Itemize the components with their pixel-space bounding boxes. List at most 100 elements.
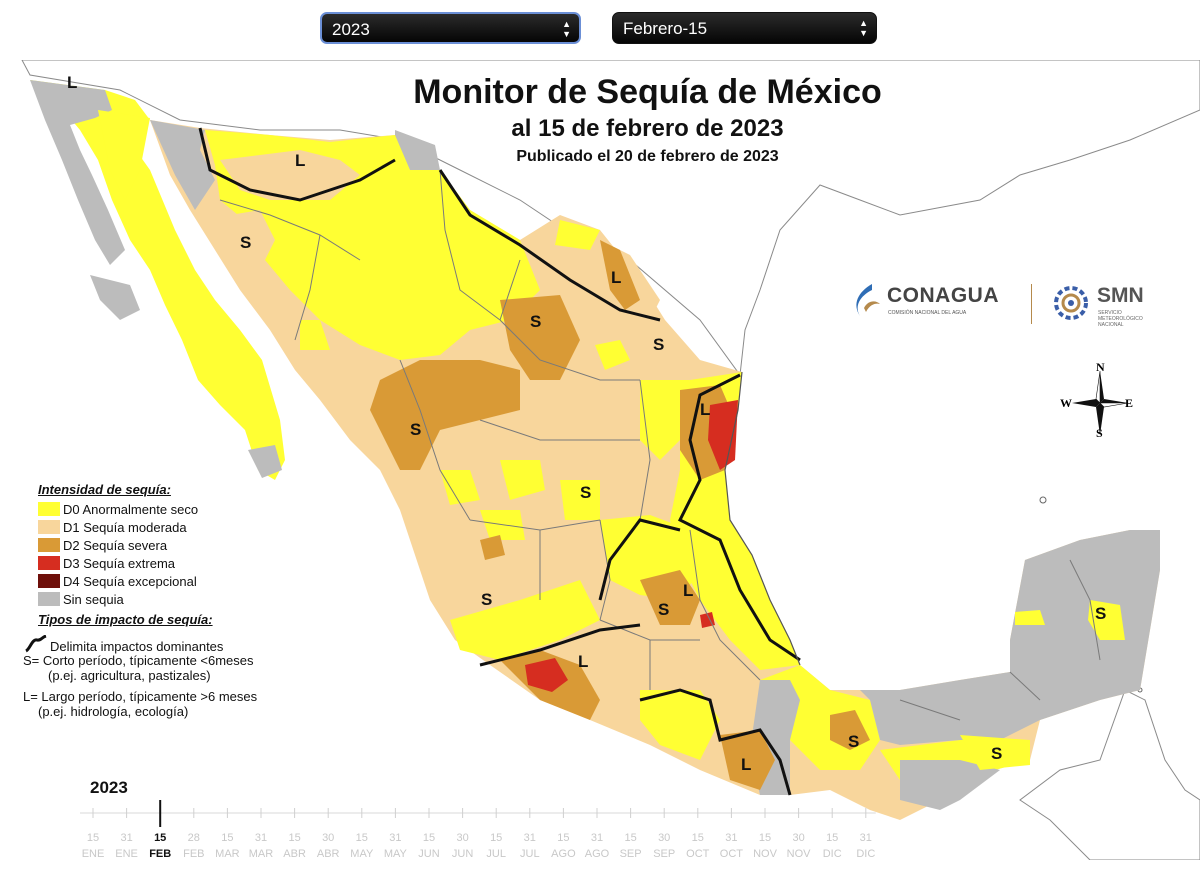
timeline-day-label[interactable]: 15 — [87, 832, 99, 844]
compass-rose: N S E W — [1060, 360, 1140, 443]
impact-boundary-label: Delimita impactos dominantes — [50, 639, 224, 654]
long-impact-label: L — [295, 151, 306, 170]
year-select-value: 2023 — [332, 20, 370, 39]
timeline-day-label[interactable]: 15 — [356, 832, 368, 844]
date-select-value: Febrero-15 — [623, 19, 708, 38]
timeline-month-label[interactable]: MAR — [249, 848, 274, 860]
compass-west: W — [1060, 396, 1072, 410]
long-impact-label: L — [578, 652, 589, 671]
timeline-day-label[interactable]: 31 — [120, 832, 132, 844]
gulf-coastline — [724, 371, 801, 666]
legend-label: Sin sequia — [63, 591, 124, 607]
timeline-month-label[interactable]: MAR — [215, 848, 240, 860]
long-impact-label: L — [611, 268, 622, 287]
timeline-month-label[interactable]: DIC — [823, 848, 842, 860]
long-impact-label: L — [683, 581, 694, 600]
legend-label: D3 Sequía extrema — [63, 555, 176, 571]
timeline-month-label[interactable]: JUN — [418, 848, 439, 860]
timeline-month-label[interactable]: NOV — [787, 848, 812, 860]
logo-divider — [1031, 284, 1032, 324]
legend-swatch — [38, 592, 60, 606]
timeline-month-label[interactable]: DIC — [856, 848, 875, 860]
short-impact-label: S — [848, 732, 860, 751]
timeline-year: 2023 — [90, 778, 128, 797]
smn-subtitle-line: METEOROLÓGICO — [1098, 316, 1143, 322]
timeline-day-label[interactable]: 15 — [826, 832, 838, 844]
compass-east: E — [1125, 396, 1134, 410]
smn-subtitle-line: SERVICIO — [1098, 310, 1122, 316]
timeline-month-label[interactable]: SEP — [653, 848, 675, 860]
short-impact-example: (p.ej. agricultura, pastizales) — [48, 668, 211, 683]
timeline-day-label[interactable]: 15 — [557, 832, 569, 844]
timeline-month-label[interactable]: FEB — [183, 848, 204, 860]
timeline-day-label[interactable]: 30 — [322, 832, 334, 844]
conagua-emblem-icon — [856, 284, 880, 316]
timeline-day-label[interactable]: 31 — [255, 832, 267, 844]
timeline-month-label[interactable]: ABR — [283, 848, 306, 860]
impact-header: Tipos de impacto de sequía: — [38, 612, 213, 627]
timeline-day-label[interactable]: 15 — [490, 832, 502, 844]
intensity-levels: D0 Anormalmente seco D1 Sequía moderada … — [38, 500, 257, 608]
timeline-month-label[interactable]: AGO — [585, 848, 610, 860]
short-impact-label: S — [653, 335, 665, 354]
timeline-month-label[interactable]: MAY — [384, 848, 408, 860]
select-arrows-icon: ▲ ▼ — [562, 19, 571, 39]
timeline-month-label[interactable]: JUL — [486, 848, 506, 860]
timeline-day-label[interactable]: 15 — [624, 832, 636, 844]
timeline-day-label[interactable]: 15 — [692, 832, 704, 844]
legend-label: D1 Sequía moderada — [63, 519, 187, 535]
timeline-month-label[interactable]: MAY — [350, 848, 374, 860]
timeline-month-label[interactable]: OCT — [720, 848, 744, 860]
timeline-day-label[interactable]: 31 — [591, 832, 603, 844]
timeline-day-label[interactable]: 31 — [860, 832, 872, 844]
short-impact-label: S — [580, 483, 592, 502]
conagua-subtitle: COMISIÓN NACIONAL DEL AGUA — [888, 310, 967, 316]
timeline-month-label[interactable]: ENE — [115, 848, 138, 860]
timeline-day-label[interactable]: 31 — [389, 832, 401, 844]
timeline-month-label[interactable]: JUN — [452, 848, 473, 860]
timeline-month-label[interactable]: ENE — [82, 848, 105, 860]
timeline-day-label[interactable]: 31 — [725, 832, 737, 844]
timeline-day-label[interactable]: 30 — [792, 832, 804, 844]
compass-south: S — [1096, 426, 1103, 440]
legend-item: D0 Anormalmente seco — [38, 500, 257, 518]
compass-north: N — [1096, 360, 1105, 374]
timeline-month-label[interactable]: AGO — [551, 848, 576, 860]
long-impact-desc: L= Largo período, típicamente >6 meses — [23, 689, 258, 704]
timeline-month-label[interactable]: ABR — [317, 848, 340, 860]
smn-wordmark: SMN — [1097, 284, 1144, 307]
short-impact-label: S — [658, 600, 670, 619]
map-subtitle: al 15 de febrero de 2023 — [511, 115, 784, 142]
legend-item: D1 Sequía moderada — [38, 518, 257, 536]
timeline-day-label[interactable]: 31 — [524, 832, 536, 844]
long-impact-label: L — [700, 400, 711, 419]
smn-subtitle: SERVICIO METEOROLÓGICO NACIONAL — [1098, 310, 1143, 328]
timeline-month-label[interactable]: FEB — [149, 848, 171, 860]
timeline-day-label[interactable]: 28 — [188, 832, 200, 844]
timeline-day-label[interactable]: 30 — [456, 832, 468, 844]
timeline-day-label[interactable]: 30 — [658, 832, 670, 844]
timeline-day-label[interactable]: 15 — [288, 832, 300, 844]
timeline-month-label[interactable]: OCT — [686, 848, 710, 860]
long-impact-label: L — [67, 73, 78, 92]
legend-label: D2 Sequía severa — [63, 537, 168, 553]
timeline-axis: 15 ENE 31 ENE 15 FEB 28 FEB 15 MAR 31 MAR 15 ABR 30 ABR… — [80, 800, 876, 860]
timeline-month-label[interactable]: JUL — [520, 848, 540, 860]
short-impact-label: S — [481, 590, 493, 609]
year-select[interactable]: 2023 ▲ ▼ — [320, 12, 581, 44]
impact-boundary-row: Delimita impactos dominantes — [25, 631, 257, 654]
smn-emblem-icon — [1054, 286, 1088, 320]
timeline-day-label[interactable]: 15 — [423, 832, 435, 844]
date-select[interactable]: Febrero-15 ▲ ▼ — [612, 12, 877, 44]
legend-label: D4 Sequía excepcional — [63, 573, 197, 589]
timeline-month-label[interactable]: SEP — [620, 848, 642, 860]
timeline-day-label[interactable]: 15 — [154, 832, 166, 844]
timeline-month-label[interactable]: NOV — [753, 848, 778, 860]
short-impact-label: S — [1095, 604, 1107, 623]
boundary-line-icon — [25, 635, 47, 653]
short-impact-label: S — [991, 744, 1003, 763]
legend-item: Sin sequia — [38, 590, 257, 608]
timeline-day-label[interactable]: 15 — [221, 832, 233, 844]
timeline-day-label[interactable]: 15 — [759, 832, 771, 844]
drought-map — [21, 60, 1200, 860]
